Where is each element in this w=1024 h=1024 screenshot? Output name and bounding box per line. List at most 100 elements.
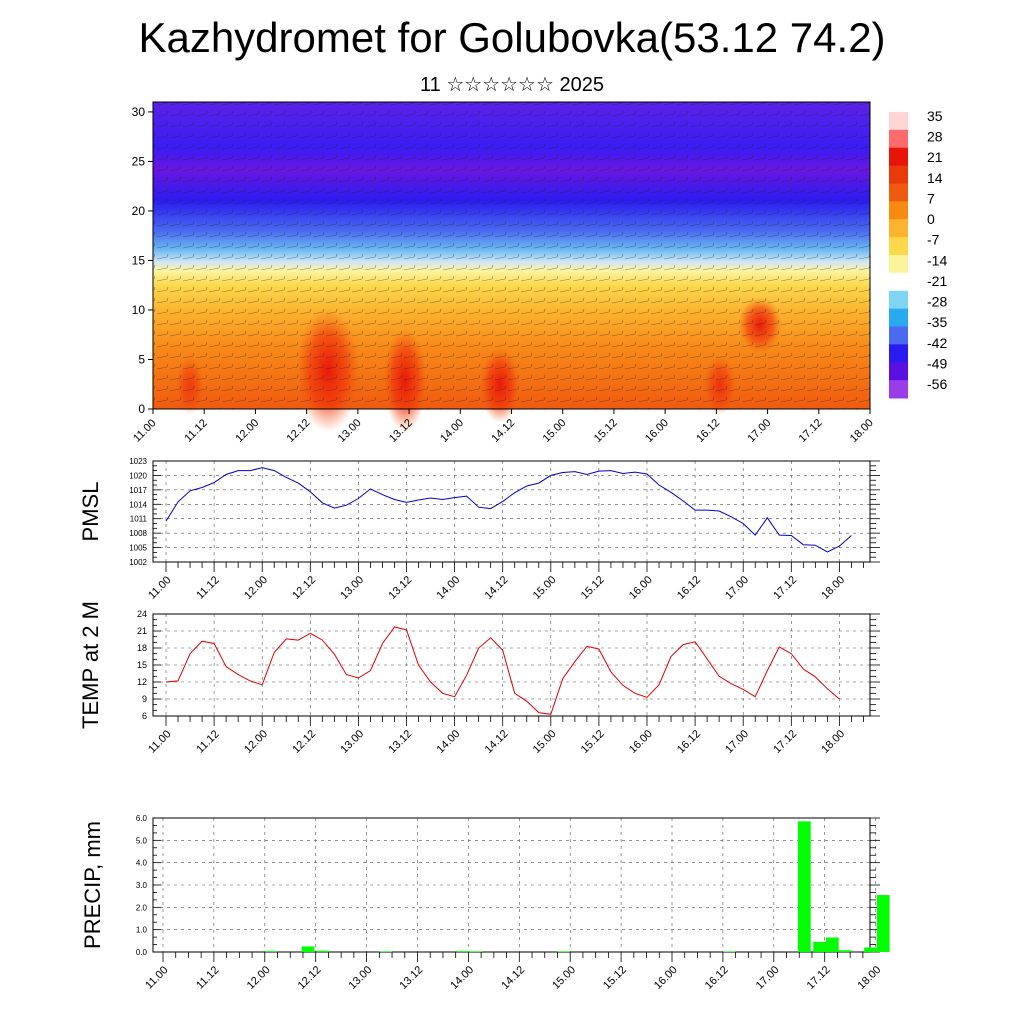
- x-tick-label: 16.00: [643, 417, 671, 445]
- x-tick-label: 14.00: [435, 728, 463, 756]
- colorbar-swatch: [889, 183, 908, 202]
- x-tick-label: 11.12: [194, 728, 221, 755]
- y-tick-label: 15: [132, 253, 146, 267]
- x-tick-label: 16.00: [627, 728, 655, 756]
- x-tick-label: 13.00: [347, 964, 375, 992]
- grid: [153, 614, 870, 716]
- y-tick-label: 21: [137, 626, 147, 636]
- y-tick-label: 24: [137, 609, 147, 619]
- x-tick-label: 15.00: [541, 417, 569, 445]
- x-tick-label: 12.00: [242, 574, 270, 602]
- x-tick-label: 17.00: [745, 417, 773, 445]
- y-tick-label: 1002: [129, 558, 147, 567]
- x-tick-label: 11.12: [194, 574, 221, 601]
- colorbar-swatch: [889, 201, 908, 220]
- y-tick-label: 9: [142, 694, 147, 704]
- y-tick-label: 10: [132, 303, 146, 317]
- precip-panel: 0.0 1.0 2.0 3.0 4.0 5.0 6.0 11.00 11.12 12.00 12.1…: [80, 814, 890, 992]
- precip-bar: [264, 951, 278, 952]
- x-tick-label: 17.12: [805, 964, 833, 992]
- x-tick-label: 13.12: [386, 574, 414, 602]
- x-tick-label: 13.00: [338, 574, 366, 602]
- x-tick-label: 12.12: [285, 417, 313, 445]
- y-tick-label: 1008: [129, 529, 147, 538]
- precip-bar: [301, 946, 315, 952]
- y-tick-label: 3.0: [136, 881, 148, 890]
- x-tick-label: 14.12: [483, 574, 511, 602]
- grid: [153, 461, 870, 562]
- colorbar-swatch: [889, 112, 908, 131]
- colorbar-swatch: [889, 237, 908, 256]
- colorbar-label: -35: [927, 314, 947, 330]
- colorbar-label: -49: [927, 355, 947, 371]
- x-tick-label: 16.12: [703, 964, 731, 992]
- x-tick-label: 15.12: [579, 574, 607, 602]
- precip-bar: [825, 937, 839, 952]
- x-tick-label: 16.12: [675, 728, 703, 756]
- x-tick-label: 11.12: [194, 964, 221, 991]
- x-tick-label: 11.00: [143, 964, 170, 991]
- x-tick-label: 11.12: [182, 417, 209, 444]
- colorbar-swatch: [889, 219, 908, 238]
- page-subtitle: 11 ☆☆☆☆☆☆ 2025: [420, 74, 604, 96]
- colorbar-swatch: [889, 380, 908, 399]
- colorbar-swatch: [889, 344, 908, 363]
- wind-barbs: [153, 102, 870, 409]
- x-tick-label: 17.12: [771, 728, 799, 756]
- colorbar-swatch: [889, 255, 908, 274]
- colorbar-swatch: [889, 326, 908, 345]
- x-tick-label: 15.00: [550, 964, 578, 992]
- precip-bar: [469, 951, 483, 952]
- y-tick-label: 2.0: [136, 903, 148, 912]
- x-tick-label: 16.00: [627, 574, 655, 602]
- colorbar-label: 28: [927, 129, 943, 145]
- grid: [153, 818, 876, 952]
- precip-bar: [838, 950, 852, 952]
- y-tick-label: 1005: [129, 544, 147, 553]
- x-tick-label: 14.12: [483, 728, 511, 756]
- y-tick-label: 20: [132, 204, 146, 218]
- y-axis-title: PRECIP, mm: [80, 821, 105, 949]
- y-tick-label: 1.0: [136, 926, 148, 935]
- colorbar-label: -7: [927, 232, 940, 248]
- x-tick-label: 12.12: [290, 728, 318, 756]
- x-tick-label: 13.12: [386, 728, 414, 756]
- y-tick-label: 18: [137, 643, 147, 653]
- colorbar-swatch: [889, 129, 908, 149]
- colorbar-label: -21: [927, 273, 947, 289]
- x-tick-label: 15.12: [592, 417, 620, 445]
- colorbar-label: -56: [927, 376, 947, 392]
- panel-frame: [152, 460, 871, 563]
- x-tick-label: 13.00: [338, 728, 366, 756]
- y-tick-label: 1017: [129, 486, 147, 495]
- colorbar-label: 14: [927, 170, 943, 186]
- y-tick-label: 12: [137, 677, 147, 687]
- y-tick-label: 5: [138, 352, 145, 366]
- colorbar-swatch: [889, 147, 908, 167]
- colorbar-label: 35: [927, 108, 943, 124]
- x-tick-label: 16.12: [694, 417, 722, 445]
- precip-bar: [813, 941, 826, 952]
- y-tick-label: 6: [142, 711, 147, 721]
- y-tick-label: 1014: [129, 500, 147, 509]
- colorbar-swatch: [889, 290, 908, 310]
- y-tick-label: 1023: [129, 457, 147, 466]
- precip-bar: [316, 950, 330, 952]
- y-tick-label: 0.0: [136, 948, 148, 957]
- colorbar: 35 28 21 14 7 0 -7 -14 -21 -28 -35 -42 -49 -56: [889, 108, 947, 399]
- x-tick-label: 12.12: [290, 574, 318, 602]
- x-tick-label: 11.00: [146, 574, 173, 601]
- y-tick-label: 5.0: [136, 836, 148, 845]
- x-tick-label: 16.12: [675, 574, 703, 602]
- colorbar-label: 7: [927, 190, 935, 206]
- precip-bar: [797, 821, 811, 952]
- colorbar-label: -28: [927, 294, 947, 310]
- colorbar-swatch: [889, 165, 908, 184]
- y-axis-title: PMSL: [78, 482, 103, 542]
- x-tick-label: 14.12: [499, 964, 527, 992]
- pmsl-line: [165, 467, 852, 553]
- precip-bar: [864, 947, 877, 952]
- y-tick-label: 4.0: [136, 859, 148, 868]
